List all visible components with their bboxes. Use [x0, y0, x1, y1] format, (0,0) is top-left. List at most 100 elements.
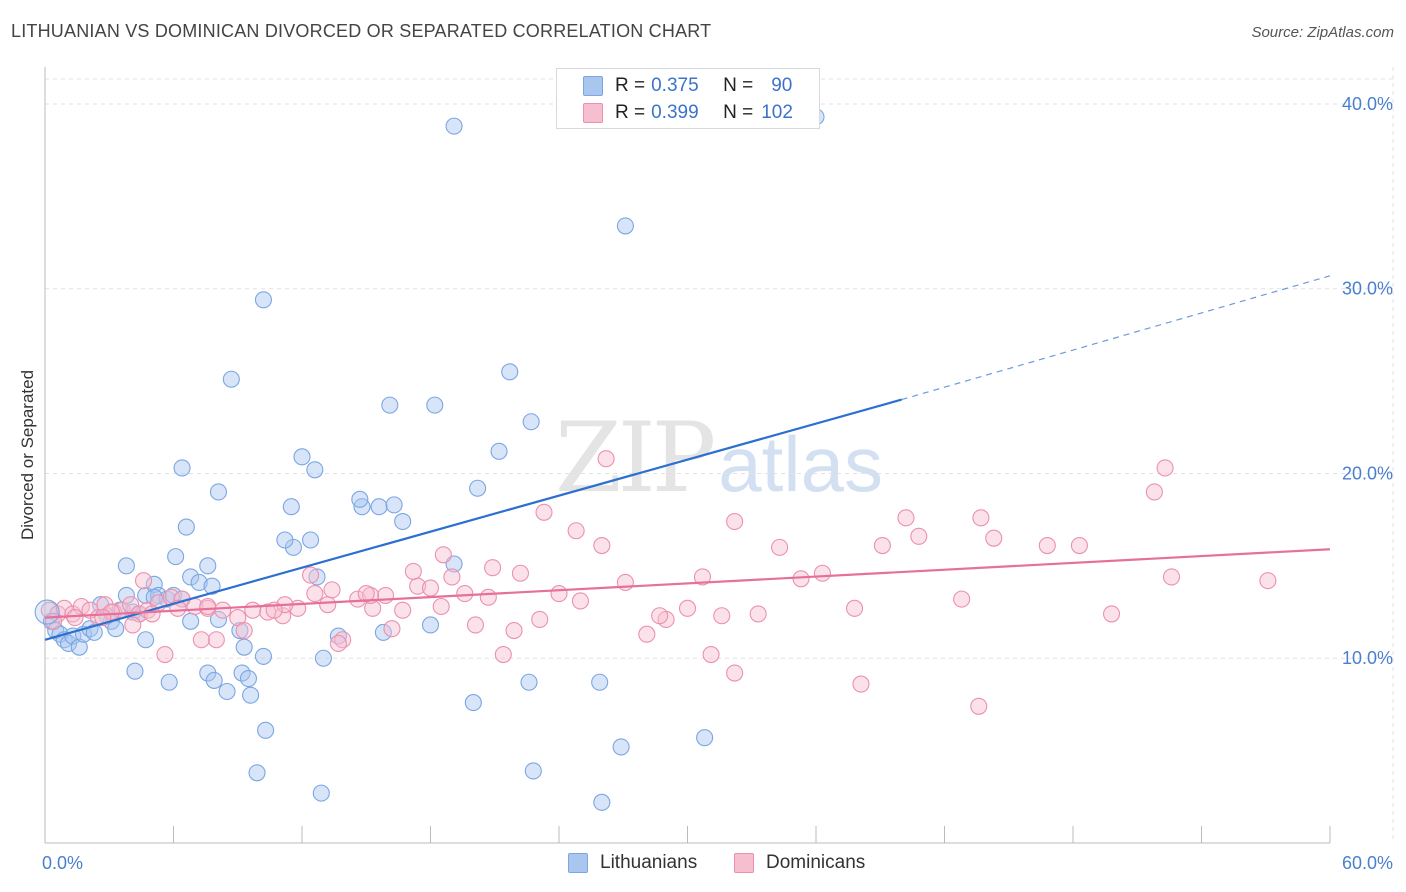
point-lithuanians: [445, 117, 463, 135]
stats-legend: R = 0.375 N = 90 R = 0.399 N = 102: [556, 68, 820, 129]
point-dominicans: [726, 664, 744, 682]
legend-swatch-lithuanians: [568, 853, 588, 873]
point-dominicans: [394, 601, 412, 619]
point-dominicans: [456, 585, 474, 603]
legend-n-label: N =: [723, 75, 754, 96]
point-dominicans: [421, 579, 440, 597]
point-dominicans: [376, 586, 395, 604]
point-lithuanians: [231, 621, 249, 640]
legend-row-lithuanians: R = 0.375 N = 90: [583, 74, 792, 98]
point-dominicans: [985, 529, 1003, 547]
point-lithuanians: [242, 686, 260, 704]
point-lithuanians: [374, 623, 392, 641]
source-label: Source: ZipAtlas.com: [1251, 24, 1394, 41]
point-dominicans: [726, 512, 744, 531]
point-dominicans: [323, 581, 341, 599]
point-dominicans: [1103, 605, 1121, 623]
point-lithuanians: [177, 518, 195, 536]
point-dominicans: [214, 601, 232, 619]
point-dominicans: [638, 625, 656, 643]
point-dominicans: [207, 631, 225, 649]
point-lithuanians: [522, 413, 540, 431]
point-dominicans: [505, 621, 523, 640]
point-lithuanians: [612, 738, 630, 756]
point-dominicans: [434, 546, 452, 564]
point-lithuanians: [394, 512, 412, 531]
y-tick-label: 40.0%: [1342, 94, 1393, 114]
point-lithuanians: [126, 662, 144, 680]
point-dominicans: [306, 585, 324, 603]
point-dominicans: [302, 566, 320, 584]
point-dominicans: [329, 634, 347, 653]
point-lithuanians: [370, 498, 388, 516]
trend-line-extension-lithuanians: [901, 275, 1331, 401]
point-dominicans: [593, 536, 611, 555]
point-lithuanians: [257, 721, 275, 739]
point-dominicans: [567, 522, 585, 540]
point-lithuanians: [254, 647, 273, 665]
point-dominicans: [571, 592, 589, 610]
point-dominicans: [597, 450, 615, 468]
point-dominicans: [432, 597, 450, 616]
y-tick-label: 30.0%: [1342, 279, 1393, 299]
point-dominicans: [511, 564, 530, 582]
point-dominicans: [792, 570, 810, 588]
legend-label-dominicans: Dominicans: [766, 852, 866, 873]
legend-swatch-dominicans: [734, 853, 754, 873]
point-lithuanians: [293, 448, 311, 466]
series-legend: Lithuanians Dominicans: [0, 852, 1406, 876]
point-dominicans: [66, 609, 84, 627]
point-lithuanians: [520, 673, 538, 691]
point-dominicans: [404, 562, 422, 580]
point-lithuanians: [239, 670, 258, 688]
point-lithuanians: [284, 538, 302, 556]
point-dominicans: [897, 509, 915, 527]
point-lithuanians: [34, 599, 60, 625]
y-axis-label: Divorced or Separated: [18, 369, 37, 541]
point-dominicans: [349, 590, 367, 608]
point-lithuanians: [593, 793, 611, 811]
point-lithuanians: [199, 557, 217, 575]
point-lithuanians: [469, 479, 487, 497]
point-dominicans: [749, 605, 767, 623]
point-dominicans: [156, 645, 174, 664]
point-lithuanians: [182, 612, 200, 630]
point-dominicans: [1162, 568, 1181, 586]
point-dominicans: [1070, 536, 1088, 555]
point-dominicans: [771, 538, 789, 556]
legend-item-dominicans[interactable]: Dominicans: [734, 852, 865, 874]
point-lithuanians: [182, 568, 200, 586]
point-dominicans: [274, 607, 292, 625]
point-dominicans: [972, 509, 990, 527]
point-dominicans: [443, 568, 461, 586]
axes: [44, 67, 1331, 844]
legend-n-label: N =: [723, 102, 754, 123]
point-dominicans: [134, 572, 153, 590]
point-dominicans: [124, 616, 142, 634]
point-lithuanians: [137, 631, 155, 649]
point-lithuanians: [167, 548, 185, 566]
watermark-atlas: atlas: [718, 420, 883, 508]
point-lithuanians: [616, 217, 634, 235]
point-lithuanians: [117, 557, 135, 575]
point-lithuanians: [222, 370, 240, 388]
point-dominicans: [1145, 483, 1163, 501]
point-dominicans: [813, 564, 831, 582]
legend-r-value: 0.399: [651, 102, 699, 123]
point-dominicans: [693, 568, 712, 586]
point-lithuanians: [203, 577, 221, 595]
point-dominicans: [466, 616, 485, 634]
point-dominicans: [713, 607, 731, 625]
trend-lines: [44, 275, 1331, 641]
legend-item-lithuanians[interactable]: Lithuanians: [568, 852, 697, 874]
point-lithuanians: [696, 729, 714, 747]
point-lithuanians: [591, 673, 609, 691]
point-dominicans: [244, 601, 262, 619]
data-points: [34, 95, 1277, 811]
point-dominicans: [651, 607, 669, 625]
point-dominicans: [873, 536, 891, 555]
point-lithuanians: [209, 610, 228, 628]
point-dominicans: [479, 588, 497, 606]
point-lithuanians: [70, 638, 88, 656]
